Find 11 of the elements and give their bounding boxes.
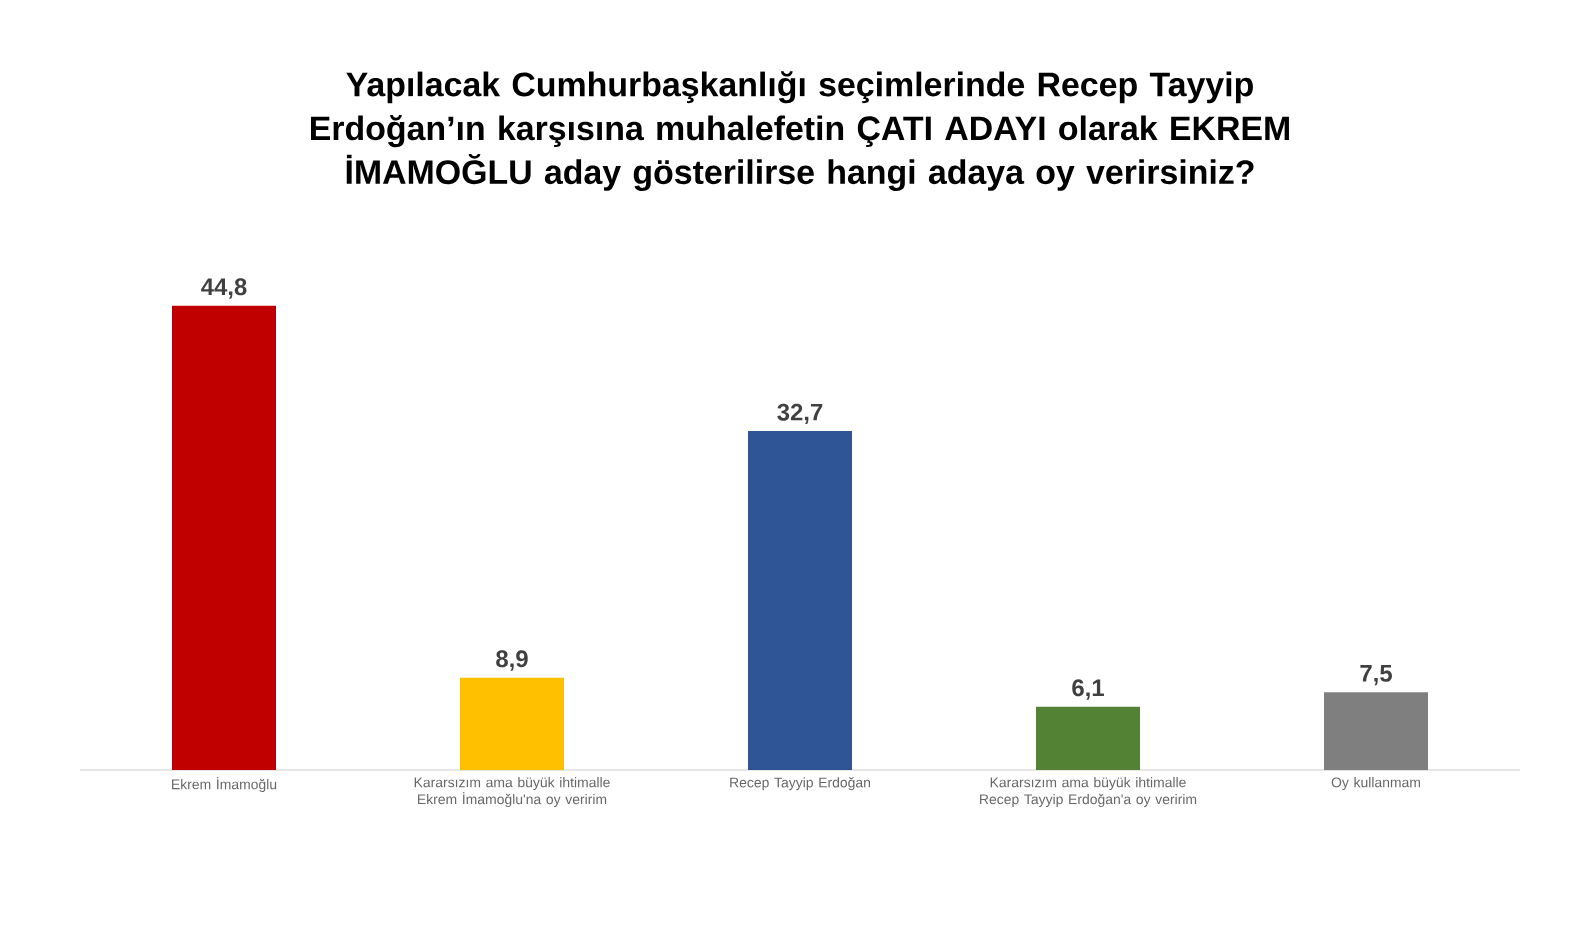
- chart-title: Yapılacak Cumhurbaşkanlığı seçimlerinde Recep Tayyip Erdoğan’ın karşısına muhalefetin ÇATI ADAYI olarak EKREM İMAMOĞLU aday gösterilirse hangi adaya oy verirsiniz?: [311, 71, 1289, 191]
- data-label: 6,1: [1072, 679, 1104, 700]
- data-label: 32,7: [777, 403, 823, 425]
- bar: [172, 305, 276, 770]
- bar: [1324, 692, 1429, 770]
- bar: [1036, 706, 1141, 770]
- data-label: 44,8: [201, 278, 247, 299]
- bar: [460, 677, 564, 770]
- data-label: 7,5: [1360, 665, 1392, 686]
- bar: [748, 431, 853, 770]
- data-label: 8,9: [496, 650, 528, 671]
